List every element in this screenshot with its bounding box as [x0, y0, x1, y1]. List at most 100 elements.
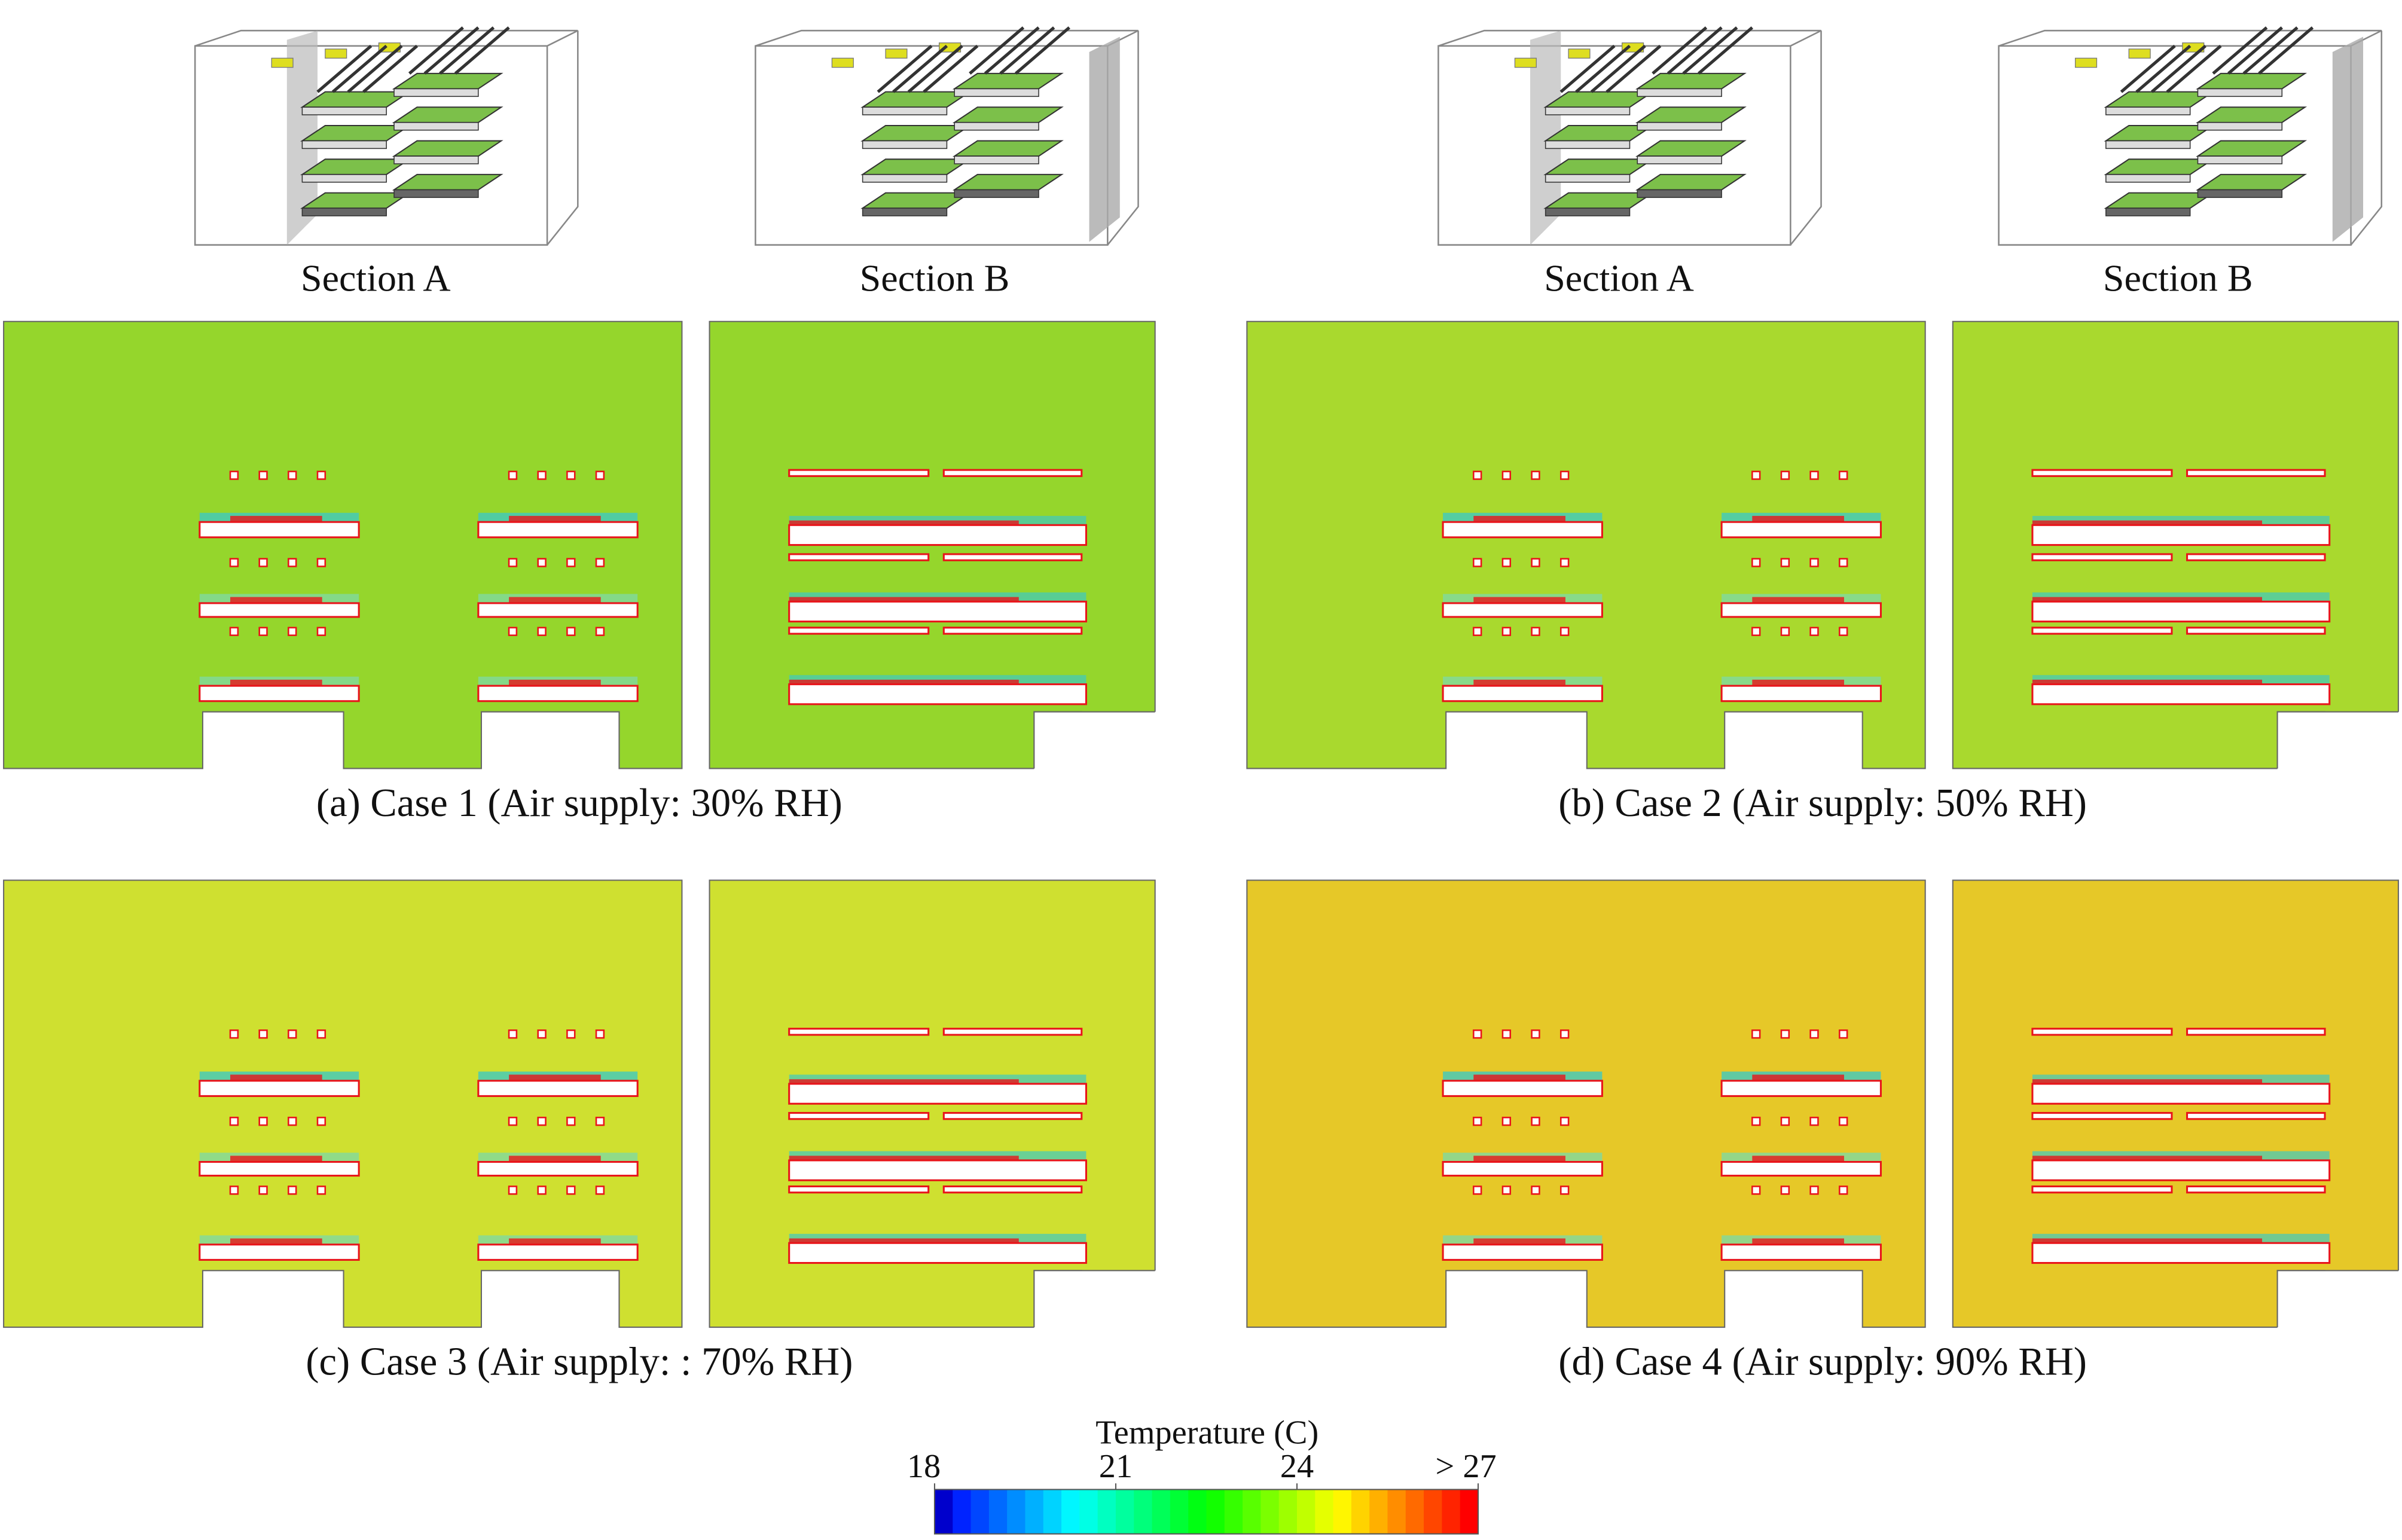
server-tray: [1720, 1243, 1882, 1261]
server-unit: [1501, 1185, 1512, 1195]
server-tray: [1720, 1080, 1882, 1097]
server-unit: [1839, 1116, 1848, 1126]
vent: [1514, 57, 1537, 68]
server-unit: [229, 558, 239, 567]
rack-side: [954, 88, 1039, 97]
rack-plate: [952, 173, 1064, 191]
pipe: [347, 44, 403, 93]
rack-side: [393, 88, 479, 97]
pipe: [423, 26, 480, 75]
server-unit: [537, 1116, 547, 1126]
rack-plate: [2196, 72, 2308, 90]
pipe: [969, 26, 1025, 75]
server-unit: [566, 1185, 576, 1195]
rack-plate: [2104, 124, 2215, 142]
server-unit: [1531, 1116, 1540, 1126]
server-tray: [2031, 469, 2173, 477]
server-unit: [595, 558, 605, 567]
server-unit: [1809, 1116, 1819, 1126]
colorbar-step: [1170, 1489, 1189, 1534]
section-a-contour: [3, 879, 683, 1328]
server-tray: [1442, 1080, 1603, 1097]
server-tray: [942, 1185, 1083, 1194]
server-unit: [566, 1029, 576, 1039]
pipe: [1606, 44, 1662, 93]
server-unit: [288, 1029, 297, 1039]
server-unit: [1780, 1116, 1790, 1126]
pipe: [454, 26, 510, 75]
rack-side: [393, 189, 479, 198]
server-tray: [2186, 1028, 2326, 1036]
heat-band: [509, 679, 601, 686]
heat-band: [789, 1156, 1019, 1162]
server-unit: [566, 470, 576, 480]
server-unit: [1839, 1185, 1848, 1195]
server-unit: [1501, 470, 1512, 480]
vent: [325, 48, 347, 59]
heat-band: [1752, 515, 1844, 522]
server-tray: [2031, 1242, 2331, 1264]
pipe: [1559, 44, 1616, 93]
rack-plate: [392, 106, 503, 123]
rack-plate: [392, 140, 503, 157]
server-tray: [942, 553, 1083, 561]
server-unit: [1780, 1029, 1790, 1039]
server-tray: [788, 1185, 930, 1194]
pipe: [439, 26, 495, 75]
server-unit: [508, 627, 518, 636]
pipe: [1590, 44, 1646, 93]
server-unit: [258, 1029, 268, 1039]
pipe: [907, 44, 963, 93]
colorbar-step: [1278, 1489, 1298, 1534]
rack-plate: [952, 72, 1064, 90]
room-edge: [755, 29, 1139, 246]
colorbar-step: [1315, 1489, 1334, 1534]
server-tray: [788, 553, 930, 561]
server-tray: [942, 627, 1083, 635]
server-tray: [2186, 553, 2326, 561]
server-tray: [2186, 1112, 2326, 1120]
room-edge: [1998, 29, 2383, 246]
server-unit: [316, 627, 326, 636]
server-unit: [508, 1116, 518, 1126]
rack-plate: [2104, 91, 2215, 108]
server-tray: [942, 1028, 1083, 1036]
server-tray: [1442, 602, 1603, 618]
server-tray: [2031, 627, 2173, 635]
notch-edge: [1033, 711, 1155, 769]
section-plane: [286, 30, 318, 245]
vent: [831, 57, 854, 68]
notch: [1034, 1270, 1157, 1329]
server-unit: [258, 1116, 268, 1126]
vent: [2074, 57, 2098, 68]
rack-side: [2105, 106, 2191, 115]
colorbar-step: [1079, 1489, 1098, 1534]
server-unit: [1780, 470, 1790, 480]
case-caption: (a) Case 1 (Air supply: 30% RH): [316, 781, 843, 825]
heat-band: [230, 679, 322, 686]
colorbar-step: [988, 1489, 1008, 1534]
server-unit: [566, 558, 576, 567]
section-b-contour: [1952, 320, 2400, 770]
server-tray: [788, 469, 930, 477]
server-tray: [788, 524, 1087, 546]
server-unit: [1531, 558, 1540, 567]
server-unit: [229, 627, 239, 636]
server-tray: [2031, 600, 2331, 623]
room-edge: [194, 29, 579, 246]
colorbar-step: [1424, 1489, 1443, 1534]
notch-edge: [2276, 1270, 2398, 1328]
server-unit: [1809, 558, 1819, 567]
heat-band: [1473, 597, 1565, 603]
server-unit: [537, 1029, 547, 1039]
pipe: [984, 26, 1040, 75]
colorbar-tick-label: 18: [907, 1448, 941, 1485]
server-unit: [1809, 1029, 1819, 1039]
rack-side: [301, 140, 387, 149]
server-tray: [1442, 521, 1603, 539]
heat-band: [1752, 1074, 1844, 1081]
heat-band: [789, 597, 1019, 603]
heat-band: [509, 1156, 601, 1162]
